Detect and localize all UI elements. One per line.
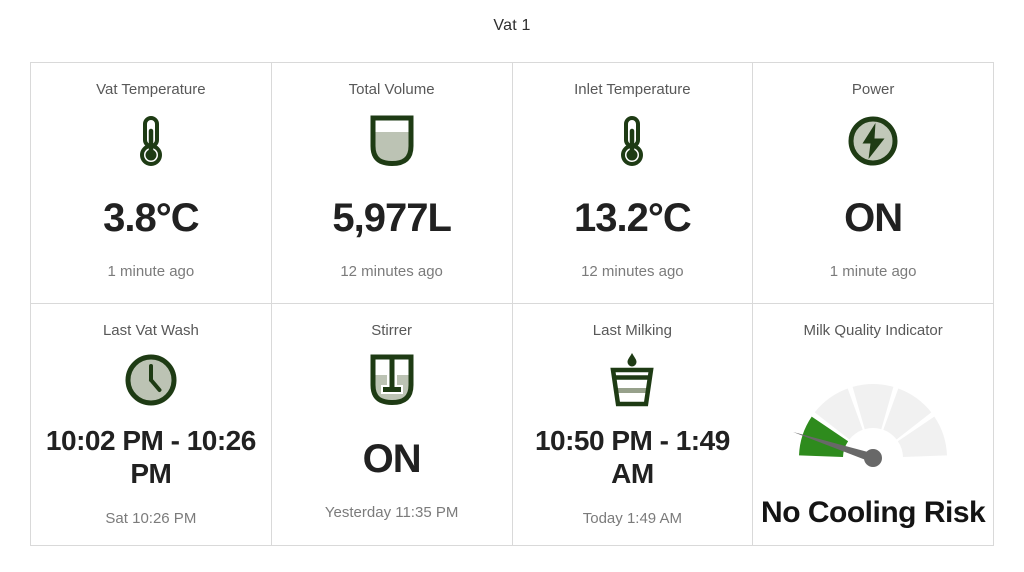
tile-label: Last Milking [592, 322, 672, 339]
milk-vat-icon [272, 115, 512, 167]
tile-label: Stirrer [371, 322, 413, 339]
tile-timestamp: Sat 10:26 PM [105, 510, 197, 527]
tile-timestamp: 1 minute ago [107, 263, 195, 280]
tile-total-volume[interactable]: Total Volume 5,977L 12 minutes ago [271, 63, 512, 303]
tile-power[interactable]: Power ON 1 minute ago [753, 63, 993, 303]
quality-status-text: No Cooling Risk [761, 496, 986, 529]
tile-timestamp: Today 1:49 AM [582, 510, 682, 527]
tile-value: 10:50 PM - 1:49 AM [534, 425, 730, 489]
tile-label: Vat Temperature [96, 81, 206, 98]
tile-value: ON [844, 196, 903, 240]
tile-label: Last Vat Wash [102, 322, 199, 339]
tile-value: 3.8°C [103, 196, 199, 240]
tile-timestamp: Yesterday 11:35 PM [324, 504, 459, 521]
vat-dashboard-grid: Vat Temperature 3.8°C 1 minute ago Total… [30, 62, 994, 546]
tile-value: ON [362, 437, 422, 481]
page-title: Vat 1 [493, 17, 531, 34]
tile-stirrer[interactable]: Stirrer ON Yesterday 11:35 PM [271, 304, 512, 545]
tile-last-milking[interactable]: Last Milking 10:50 PM - 1:49 AM Today 1:… [512, 304, 753, 545]
tile-timestamp: 12 minutes ago [581, 263, 684, 280]
milking-bucket-icon [513, 352, 753, 408]
tile-value: 5,977L [332, 196, 452, 240]
tile-last-vat-wash[interactable]: Last Vat Wash 10:02 PM - 10:26 PM Sat 10… [31, 304, 271, 545]
thermometer-icon [31, 115, 271, 167]
tile-label: Milk Quality Indicator [803, 322, 943, 339]
stirrer-icon [272, 352, 512, 408]
tile-timestamp: 1 minute ago [829, 263, 917, 280]
power-bolt-icon [753, 115, 993, 167]
tile-label: Inlet Temperature [574, 81, 691, 98]
clock-icon [31, 352, 271, 408]
tile-inlet-temperature[interactable]: Inlet Temperature 13.2°C 12 minutes ago [512, 63, 753, 303]
quality-gauge-icon [753, 368, 993, 468]
tile-timestamp: 12 minutes ago [340, 263, 443, 280]
tile-milk-quality-indicator[interactable]: Milk Quality Indicator No Cooling Risk [753, 304, 993, 545]
tile-value: 13.2°C [574, 196, 692, 240]
tile-value: 10:02 PM - 10:26 PM [45, 425, 256, 489]
thermometer-icon [513, 115, 753, 167]
tile-label: Power [851, 81, 895, 98]
tile-vat-temperature[interactable]: Vat Temperature 3.8°C 1 minute ago [31, 63, 271, 303]
tile-label: Total Volume [348, 81, 435, 98]
